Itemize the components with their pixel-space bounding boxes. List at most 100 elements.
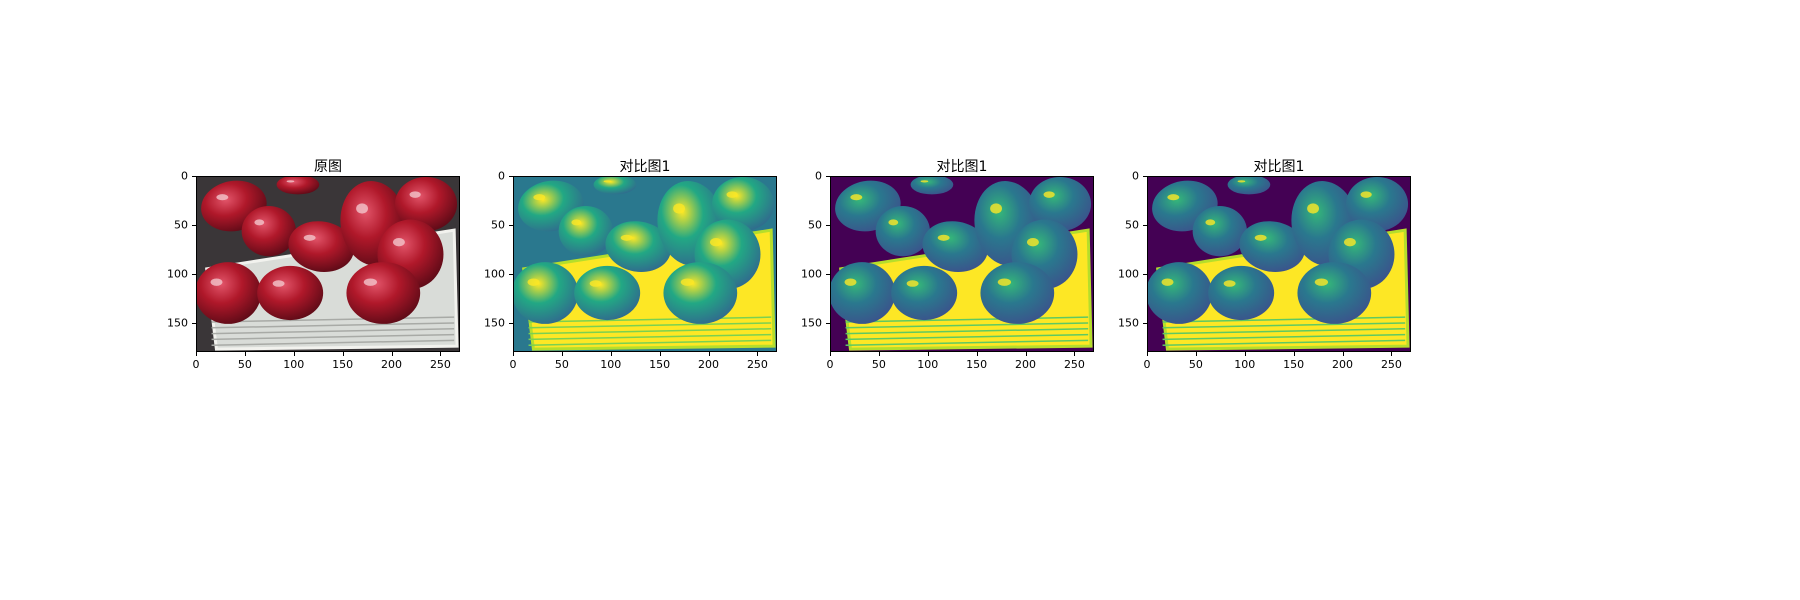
tray-rim-line	[528, 316, 772, 323]
apple-highlight	[1360, 191, 1372, 198]
y-tick-label: 0	[1132, 169, 1139, 183]
tray-rim-line	[1162, 333, 1406, 341]
apple-highlight	[1161, 278, 1174, 286]
x-tick	[708, 352, 710, 356]
apple-highlight	[272, 280, 285, 287]
apple-shape	[1152, 180, 1218, 232]
apple-shape	[574, 265, 641, 321]
x-tick	[561, 352, 563, 356]
apple-highlight	[1026, 237, 1039, 247]
y-tick	[826, 176, 830, 177]
y-tick	[1143, 273, 1147, 275]
y-tick	[192, 322, 196, 324]
apple-shape	[241, 206, 296, 257]
x-tick	[976, 352, 978, 356]
image-content	[1148, 177, 1410, 351]
apple-shape	[891, 265, 958, 321]
apple-shape	[257, 265, 324, 321]
y-tick	[826, 224, 830, 226]
apple-highlight	[286, 180, 295, 183]
apple-highlight	[254, 219, 265, 226]
apple-shape	[1345, 177, 1409, 232]
apple-highlight	[363, 278, 378, 286]
apple-highlight	[1343, 237, 1356, 247]
x-tick	[196, 352, 197, 356]
image-frame-contrast-3	[1147, 176, 1411, 352]
apple-highlight	[603, 180, 612, 183]
y-tick	[826, 273, 830, 275]
x-tick	[878, 352, 880, 356]
apple-shape	[1208, 265, 1275, 321]
apple-highlight	[620, 234, 633, 241]
apple-shape	[1291, 181, 1358, 266]
y-tick-label: 100	[484, 267, 505, 281]
apple-highlight	[1223, 280, 1236, 287]
tray-rim-line	[528, 322, 772, 329]
apple-highlight	[844, 278, 857, 286]
x-tick-label: 250	[1380, 358, 1402, 371]
apple-shape	[910, 177, 954, 195]
apple-highlight	[303, 234, 316, 241]
apple-shape	[980, 262, 1055, 324]
x-tick	[513, 352, 514, 356]
apple-shape	[518, 180, 584, 232]
x-tick-label: 150	[966, 358, 988, 371]
x-tick	[610, 352, 612, 356]
image-content	[514, 177, 776, 351]
apple-shape	[288, 221, 354, 273]
tray-rim-line	[528, 328, 772, 335]
x-tick	[659, 352, 661, 356]
image-background	[197, 177, 459, 351]
y-tick-label: 150	[801, 316, 822, 330]
apple-shape	[1028, 177, 1092, 232]
apple-highlight	[571, 219, 582, 226]
y-tick-label: 100	[167, 267, 188, 281]
x-tick	[1293, 352, 1295, 356]
y-tick-label: 0	[815, 169, 822, 183]
x-tick	[830, 352, 831, 356]
x-tick-label: 100	[600, 358, 622, 371]
apple-shape	[1227, 177, 1271, 195]
image-frame-contrast-1	[513, 176, 777, 352]
apple-shape	[711, 177, 775, 232]
y-tick	[1143, 322, 1147, 324]
apple-highlight	[1314, 278, 1329, 286]
apple-highlight	[216, 194, 229, 201]
image-background	[831, 177, 1093, 351]
apple-highlight	[990, 203, 1002, 214]
x-tick-label: 200	[1332, 358, 1354, 371]
apple-shape	[1239, 221, 1305, 273]
apple-highlight	[210, 278, 223, 286]
apple-shape	[922, 221, 988, 273]
x-tick	[1074, 352, 1076, 356]
y-tick-label: 50	[174, 218, 188, 232]
image-frame-contrast-2	[830, 176, 1094, 352]
tray-rim-line	[528, 339, 772, 346]
apple-highlight	[906, 280, 919, 287]
image-content	[831, 177, 1093, 351]
x-tick-label: 0	[826, 358, 834, 371]
x-tick	[1195, 352, 1197, 356]
x-tick	[244, 352, 246, 356]
panel-title: 原图	[314, 159, 342, 175]
apple-shape	[558, 206, 613, 257]
x-tick-label: 50	[237, 358, 252, 371]
x-tick-label: 200	[698, 358, 720, 371]
tray-rim-line	[211, 333, 455, 341]
tray-rim-line	[1162, 339, 1406, 346]
x-tick-label: 250	[1063, 358, 1085, 371]
apple-highlight	[1254, 234, 1267, 241]
tray-rim-line	[211, 322, 455, 329]
x-tick-label: 150	[649, 358, 671, 371]
y-tick	[1143, 224, 1147, 226]
panel-title: 对比图1	[619, 159, 671, 175]
apple-highlight	[533, 194, 546, 201]
x-tick	[1147, 352, 1148, 356]
image-background	[514, 177, 776, 351]
tray-rim-line	[845, 333, 1089, 341]
x-tick	[1342, 352, 1344, 356]
x-tick	[293, 352, 295, 356]
y-tick	[509, 322, 513, 324]
apple-highlight	[589, 280, 602, 287]
